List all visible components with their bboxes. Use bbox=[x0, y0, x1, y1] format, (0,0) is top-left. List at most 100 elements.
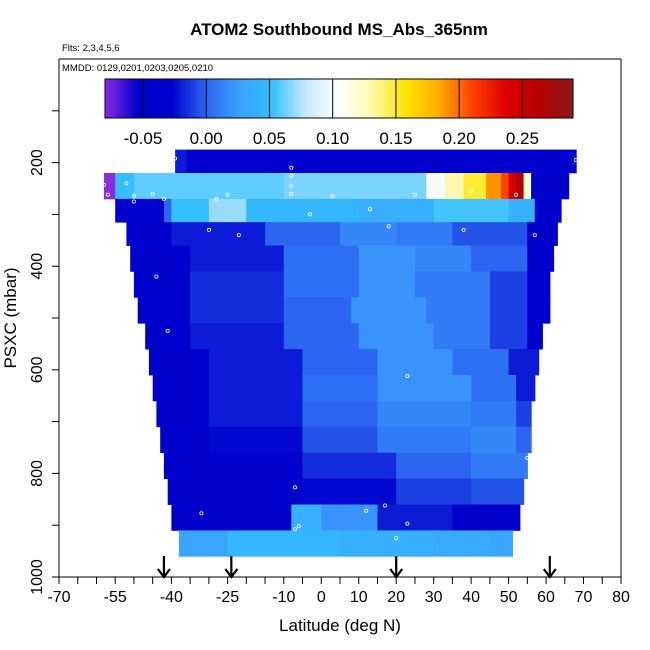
heat-cell-6-2 bbox=[283, 297, 352, 324]
heat-cell-10-3 bbox=[377, 400, 472, 428]
dates-note: MMDD: 0129,0201,0203,0205,0210 bbox=[62, 63, 213, 74]
y-axis-label: PSXC (mbar) bbox=[1, 267, 20, 368]
heat-cell-12-0 bbox=[163, 452, 229, 479]
sample-point-17 bbox=[131, 199, 136, 204]
heat-cell-6-4 bbox=[426, 297, 491, 324]
heat-cell-13-3 bbox=[396, 478, 472, 505]
heat-cell-11-2 bbox=[302, 426, 378, 454]
flight-arrow-head bbox=[542, 568, 557, 579]
sample-point-35 bbox=[382, 503, 387, 508]
y-tick-label-0: 200 bbox=[29, 149, 46, 176]
sample-point-19 bbox=[307, 212, 312, 217]
heat-cell-1-0 bbox=[104, 173, 116, 200]
flight-arrow-3 bbox=[542, 556, 557, 579]
heat-cell-3-0 bbox=[126, 222, 172, 246]
heat-cell-10-4 bbox=[471, 400, 517, 428]
x-tick-label-2: -40 bbox=[160, 589, 183, 606]
colorbar-tick-label-6: 0.25 bbox=[506, 129, 539, 148]
sample-point-14 bbox=[514, 192, 519, 197]
heat-cell-6-5 bbox=[489, 297, 528, 324]
sample-point-10 bbox=[225, 192, 230, 197]
colorbar-tick-label-4: 0.15 bbox=[379, 129, 412, 148]
heat-cell-11-5 bbox=[516, 426, 532, 454]
sample-point-4 bbox=[289, 173, 294, 178]
heat-cell-13-4 bbox=[471, 478, 525, 505]
heat-cell-15-3 bbox=[433, 530, 491, 557]
heat-cell-8-1 bbox=[208, 349, 304, 376]
x-axis-label: Latitude (deg N) bbox=[279, 616, 401, 635]
heat-cell-8-3 bbox=[377, 349, 453, 376]
heat-cell-5-2 bbox=[283, 271, 360, 298]
sample-point-2 bbox=[124, 181, 129, 186]
heat-cell-2-3 bbox=[208, 198, 247, 223]
heat-cell-5-4 bbox=[414, 271, 491, 298]
heat-cell-4-6 bbox=[527, 245, 555, 272]
colorbar-tick-label-1: 0.00 bbox=[190, 129, 223, 148]
heat-cell-4-0 bbox=[130, 245, 191, 272]
x-tick-label-11: 60 bbox=[537, 589, 555, 606]
sample-point-33 bbox=[199, 511, 204, 516]
heat-cell-7-1 bbox=[190, 323, 285, 350]
heat-cell-3-1 bbox=[171, 222, 266, 246]
heat-cell-10-1 bbox=[208, 400, 304, 428]
heat-cell-1-6 bbox=[444, 173, 465, 200]
sample-point-38 bbox=[405, 521, 410, 526]
heat-cell-10-5 bbox=[516, 400, 532, 428]
x-tick-label-8: 30 bbox=[425, 589, 443, 606]
heat-cell-1-4 bbox=[283, 173, 427, 200]
y-axis: 200 400 600 800 1000 bbox=[29, 110, 59, 595]
flight-arrow-head bbox=[157, 568, 171, 579]
heat-cell-14-4 bbox=[452, 504, 521, 531]
x-tick-label-9: 40 bbox=[462, 589, 480, 606]
sample-point-3 bbox=[289, 165, 294, 170]
x-tick-label-3: -25 bbox=[216, 589, 239, 606]
sample-point-18 bbox=[161, 196, 166, 201]
sample-point-13 bbox=[469, 189, 474, 194]
sample-point-15 bbox=[574, 157, 579, 162]
heat-cell-4-2 bbox=[283, 245, 360, 272]
heat-cell-10-2 bbox=[302, 400, 378, 428]
heat-cell-2-0 bbox=[115, 198, 165, 223]
heat-cell-1-3 bbox=[171, 173, 285, 200]
heat-cell-15-1 bbox=[227, 530, 341, 557]
heat-cell-14-1 bbox=[291, 504, 322, 531]
sample-point-30 bbox=[405, 373, 410, 378]
x-tick-label-0: -70 bbox=[47, 589, 70, 606]
heat-cell-4-3 bbox=[358, 245, 416, 272]
colorbar-tick-label-3: 0.10 bbox=[316, 129, 349, 148]
heat-cell-14-2 bbox=[321, 504, 379, 531]
heat-cell-12-1 bbox=[227, 452, 304, 479]
heat-cell-8-0 bbox=[148, 349, 210, 376]
heat-cell-0-1 bbox=[186, 149, 547, 174]
sample-point-0 bbox=[173, 156, 178, 161]
heat-cell-7-3 bbox=[358, 323, 435, 350]
x-tick-label-1: -55 bbox=[104, 589, 127, 606]
heat-cell-1-5 bbox=[426, 173, 446, 200]
sample-point-27 bbox=[154, 274, 159, 279]
heat-cell-2-1 bbox=[163, 198, 172, 223]
sample-point-36 bbox=[296, 524, 301, 529]
heat-cell-6-1 bbox=[190, 297, 285, 324]
heat-cell-11-4 bbox=[471, 426, 517, 454]
sample-point-23 bbox=[206, 227, 211, 232]
heat-cell-6-3 bbox=[351, 297, 427, 324]
x-axis: -70 -55 -40 -25 -10 0 10 20 30 40 50 60 70 80 bbox=[47, 577, 630, 606]
colorbar-tick-label-0: -0.05 bbox=[124, 129, 163, 148]
heat-cell-4-5 bbox=[471, 245, 528, 272]
heat-cell-9-1 bbox=[208, 375, 304, 402]
heat-cell-3-3 bbox=[340, 222, 397, 246]
heat-cell-11-3 bbox=[377, 426, 472, 454]
sample-point-31 bbox=[525, 455, 530, 460]
heat-cell-1-11 bbox=[516, 173, 525, 200]
heat-cell-0-2 bbox=[546, 149, 577, 174]
x-tick-label-10: 50 bbox=[500, 589, 518, 606]
heat-cell-2-6 bbox=[433, 198, 510, 223]
heat-cell-13-1 bbox=[227, 478, 304, 505]
chart-title: ATOM2 Southbound MS_Abs_365nm bbox=[190, 20, 488, 39]
colorbar: -0.05 0.00 0.05 0.10 0.15 0.20 0.25 bbox=[104, 78, 574, 148]
heat-cell-4-1 bbox=[190, 245, 285, 272]
heat-cell-6-6 bbox=[527, 297, 551, 324]
flights-note: Flts: 2,3,4,5,6 bbox=[62, 43, 120, 54]
heatmap-layers bbox=[104, 149, 577, 557]
